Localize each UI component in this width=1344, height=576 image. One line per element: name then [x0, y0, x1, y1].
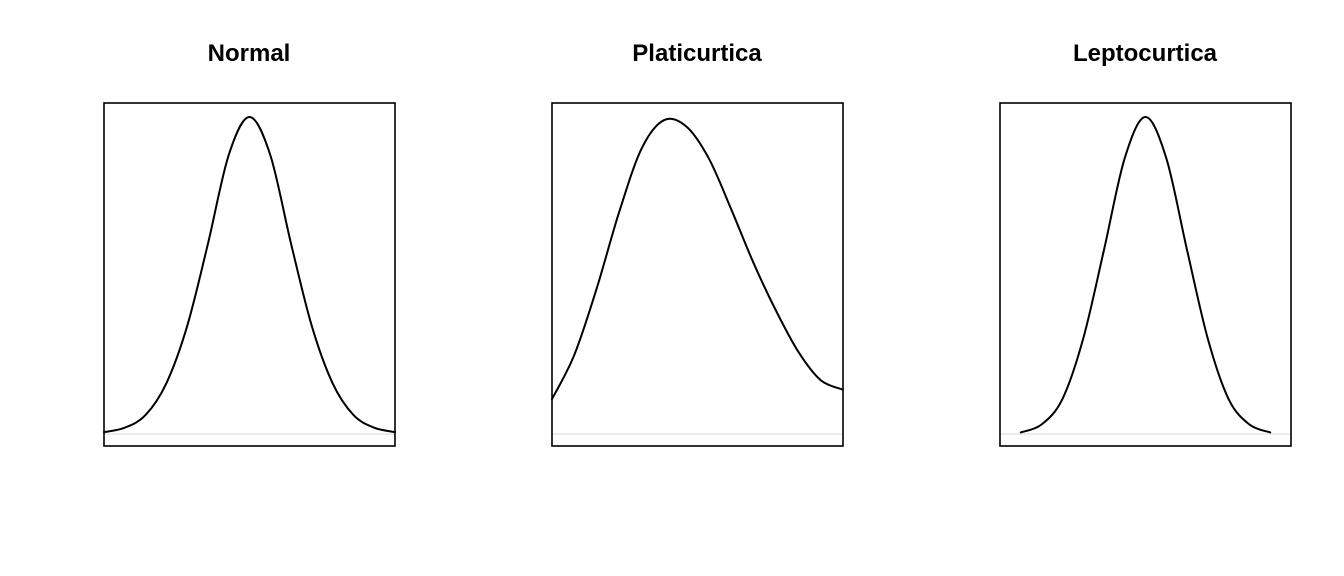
- density-curve-platicurtica: [551, 117, 844, 401]
- plot-frame-leptocurtica: [999, 102, 1292, 447]
- plot-frame-normal: [103, 102, 396, 447]
- panel-normal: Normal: [103, 40, 396, 447]
- density-curve-normal: [103, 116, 396, 434]
- chart-title-platicurtica: Platicurtica: [632, 40, 762, 67]
- chart-title-leptocurtica: Leptocurtica: [1073, 40, 1218, 67]
- density-curve-leptocurtica: [1019, 116, 1272, 434]
- plot-frame-platicurtica: [551, 102, 844, 447]
- chart-title-normal: Normal: [208, 40, 291, 67]
- panel-leptocurtica: Leptocurtica: [999, 40, 1292, 447]
- panel-platicurtica: Platicurtica: [551, 40, 844, 447]
